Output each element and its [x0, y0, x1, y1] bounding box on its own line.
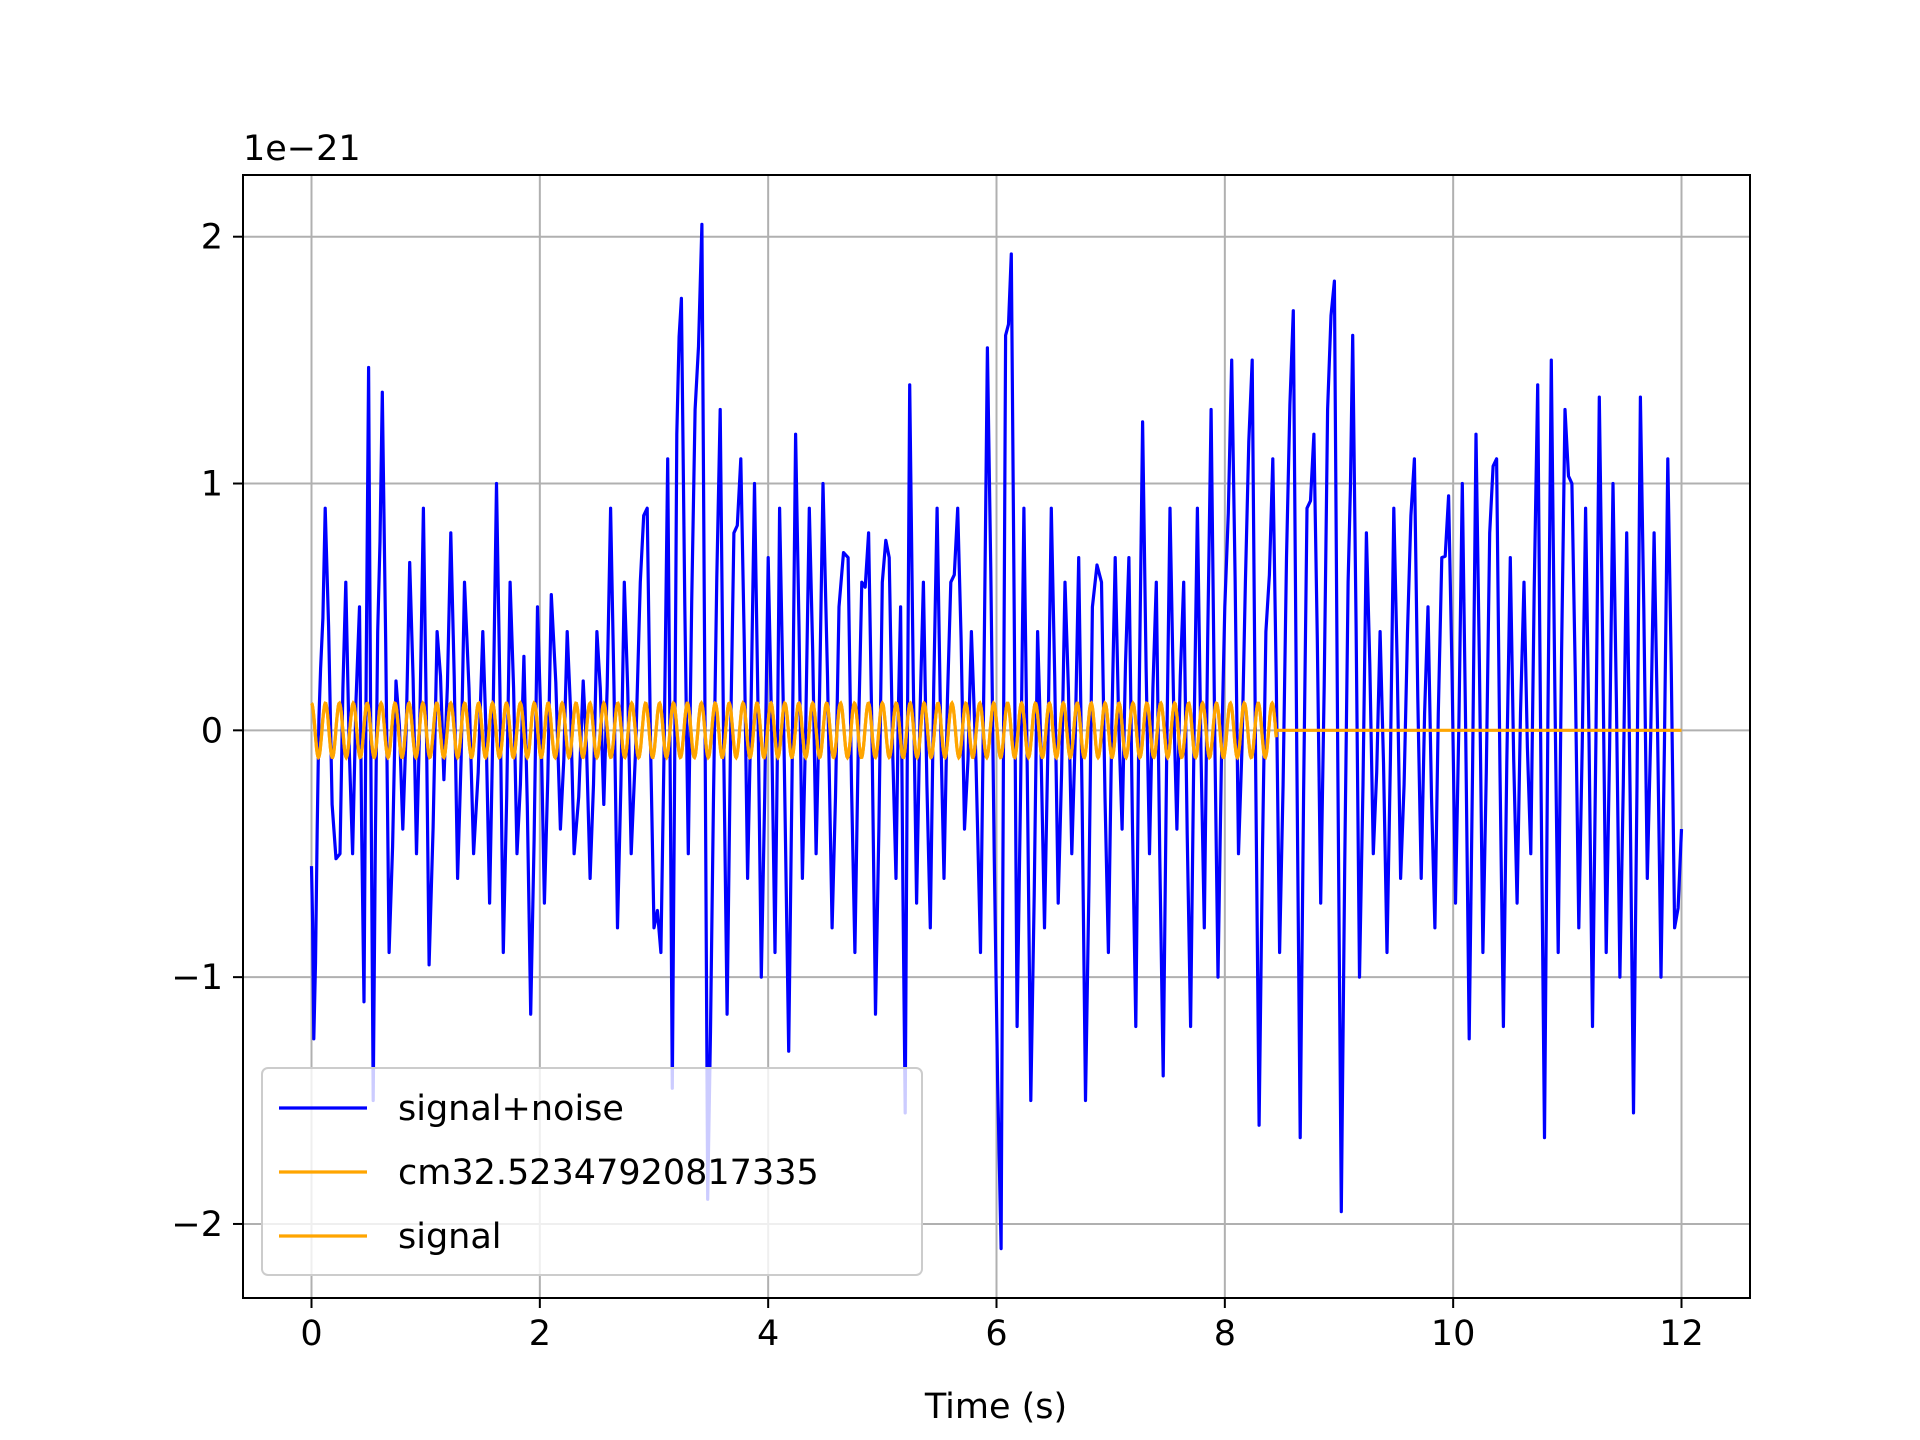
x-axis-label: Time (s) [924, 1387, 1067, 1427]
y-tick-label-3: −1 [171, 958, 223, 998]
y-axis-ticks: 2 1 0 −1 −2 [171, 218, 243, 1245]
y-tick-label-1: 1 [201, 465, 223, 505]
series-layer [309, 222, 1684, 1251]
legend-label-0: signal+noise [398, 1089, 624, 1129]
x-tick-label-3: 6 [985, 1314, 1007, 1354]
legend-box [261, 1067, 923, 1276]
x-tick-label-1: 2 [529, 1314, 551, 1354]
x-tick-label-2: 4 [757, 1314, 779, 1354]
y-tick-label-2: 0 [201, 711, 223, 751]
y-tick-label-4: −2 [171, 1205, 223, 1245]
series-signal-plus-noise [309, 222, 1684, 1251]
series-signal [310, 700, 1682, 761]
x-tick-label-0: 0 [300, 1314, 322, 1354]
legend-label-1: cm32.52347920817335 [398, 1153, 819, 1193]
plot-area [309, 222, 1684, 1251]
x-axis-ticks: 0 2 4 6 8 10 12 [300, 1298, 1704, 1354]
y-offset-label: 1e−21 [243, 129, 361, 169]
legend-label-2: signal [398, 1217, 502, 1257]
x-tick-label-5: 10 [1431, 1314, 1476, 1354]
x-tick-label-4: 8 [1214, 1314, 1236, 1354]
x-tick-label-6: 12 [1659, 1314, 1704, 1354]
y-tick-label-0: 2 [201, 218, 223, 258]
legend: signal+noise cm32.52347920817335 signal [261, 1067, 923, 1276]
